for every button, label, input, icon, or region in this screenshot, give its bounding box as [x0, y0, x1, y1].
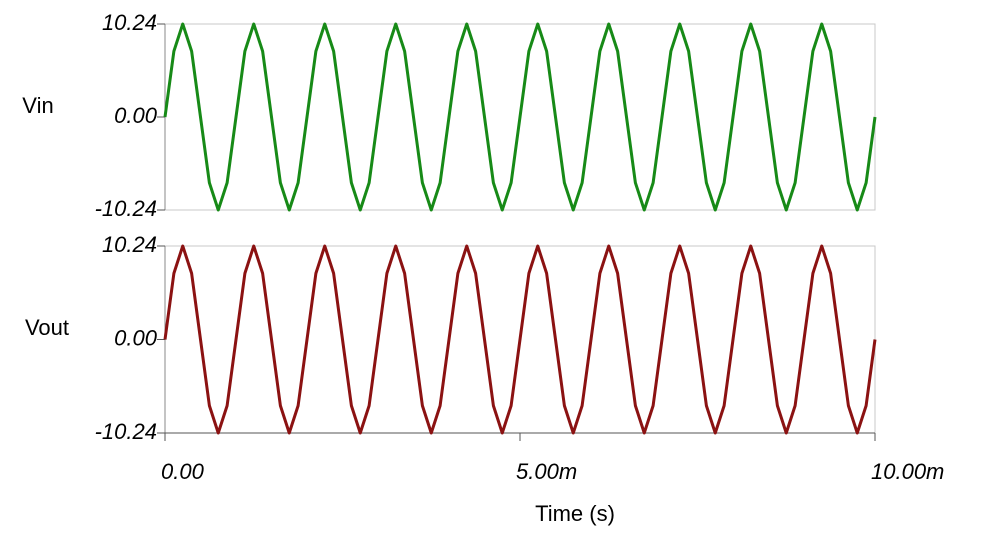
x-tick-label: 5.00m: [516, 459, 577, 484]
y-tick-label: 10.24: [102, 10, 157, 35]
series-line: [163, 244, 877, 435]
y-tick-label: -10.24: [95, 196, 157, 221]
y-tick-label: 0.00: [114, 325, 158, 350]
y-tick-label: -10.24: [95, 419, 157, 444]
series-label: Vout: [25, 315, 69, 340]
x-tick-label: 0.00: [161, 459, 205, 484]
y-tick-label: 10.24: [102, 232, 157, 257]
series-line: [163, 22, 877, 212]
x-tick-label: 10.00m: [871, 459, 944, 484]
x-axis-label: Time (s): [535, 501, 615, 526]
y-tick-label: 0.00: [114, 103, 158, 128]
series-label: Vin: [22, 93, 53, 118]
